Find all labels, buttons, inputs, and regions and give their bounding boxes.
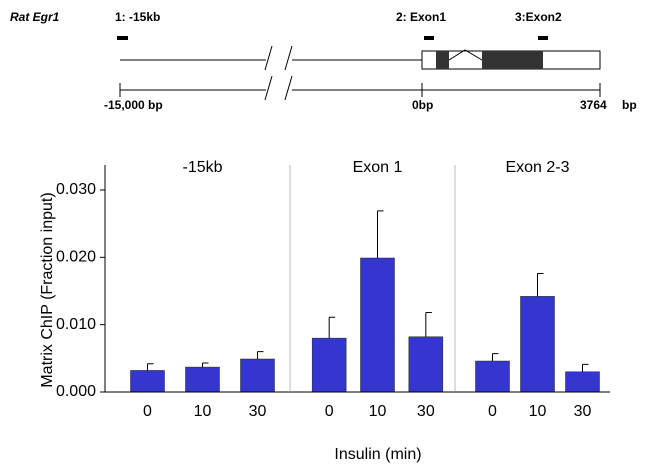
probe-label: 3:Exon2 bbox=[515, 10, 562, 24]
exon-coding bbox=[436, 51, 449, 69]
intron bbox=[448, 49, 483, 61]
x-tick-label: 30 bbox=[574, 403, 592, 420]
y-tick-label: 0.020 bbox=[56, 249, 96, 266]
probe-label: 1: -15kb bbox=[115, 10, 160, 24]
x-tick-label: 0 bbox=[325, 403, 334, 420]
x-tick-label: 10 bbox=[369, 403, 387, 420]
bar bbox=[565, 371, 600, 393]
scale-label: -15,000 bp bbox=[104, 98, 163, 112]
x-tick-label: 0 bbox=[143, 403, 152, 420]
bar bbox=[130, 370, 165, 393]
y-tick-label: 0.010 bbox=[56, 316, 96, 333]
break-mark bbox=[264, 75, 273, 101]
bar bbox=[360, 257, 395, 393]
scale-label: bp bbox=[622, 98, 637, 112]
panel-title: -15kb bbox=[182, 159, 222, 176]
exon-coding bbox=[482, 51, 543, 69]
x-tick-label: 10 bbox=[529, 403, 547, 420]
error-bar bbox=[257, 351, 264, 360]
error-bar bbox=[147, 363, 154, 371]
error-bar bbox=[328, 316, 336, 339]
x-tick-label: 30 bbox=[417, 403, 435, 420]
y-tick-label: 0.030 bbox=[56, 181, 96, 198]
bar bbox=[520, 296, 555, 393]
bar bbox=[311, 337, 347, 393]
probe bbox=[117, 36, 128, 40]
error-bar bbox=[202, 362, 209, 368]
bar bbox=[475, 360, 510, 393]
panel-title: Exon 2-3 bbox=[505, 159, 569, 176]
bar bbox=[240, 358, 275, 393]
error-bar bbox=[425, 312, 432, 337]
probe bbox=[538, 36, 548, 40]
error-bar bbox=[537, 272, 544, 297]
error-bar bbox=[582, 363, 589, 372]
break-mark bbox=[284, 45, 293, 71]
x-tick-label: 10 bbox=[194, 403, 212, 420]
error-bar bbox=[377, 210, 384, 259]
gene-diagram: Rat Egr1 1: -15kb 2: Exon1 3:Exon2 -15,0… bbox=[10, 10, 637, 112]
panel-title: Exon 1 bbox=[353, 159, 403, 176]
y-tick-label: 0.000 bbox=[56, 383, 96, 400]
break-mark bbox=[264, 45, 273, 71]
probe-label: 2: Exon1 bbox=[396, 10, 446, 24]
bar bbox=[408, 336, 444, 393]
error-bar bbox=[492, 353, 499, 362]
break-mark bbox=[284, 75, 293, 101]
x-tick-label: 30 bbox=[249, 403, 267, 420]
scale-label: 3764 bbox=[580, 98, 607, 112]
species-label: Rat Egr1 bbox=[10, 10, 60, 24]
bar bbox=[185, 366, 220, 393]
scale-label: 0bp bbox=[412, 98, 433, 112]
x-tick-label: 0 bbox=[488, 403, 497, 420]
y-axis-label: Matrix ChIP (Fraction input) bbox=[39, 192, 56, 387]
x-axis-label: Insulin (min) bbox=[334, 446, 421, 463]
probe bbox=[424, 36, 434, 40]
